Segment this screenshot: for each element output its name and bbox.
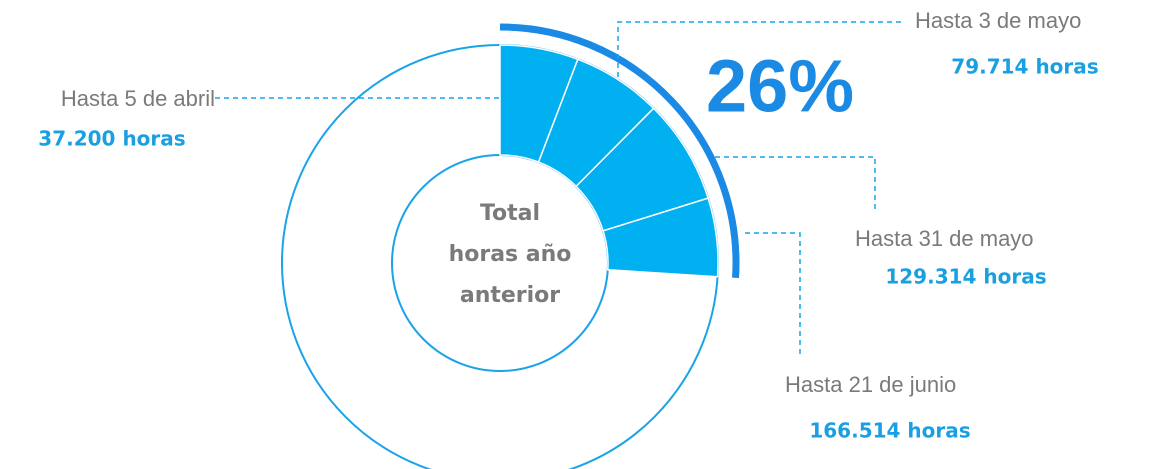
leader-line bbox=[617, 21, 905, 95]
center-label: horas año bbox=[449, 242, 572, 267]
category-label: Hasta 21 de junio bbox=[785, 372, 956, 397]
percent-arc bbox=[499, 23, 740, 279]
leader-line bbox=[715, 156, 876, 212]
center-label: Total bbox=[480, 201, 540, 226]
category-label: Hasta 3 de mayo bbox=[915, 8, 1081, 33]
value-label: 166.514 horas bbox=[809, 419, 970, 443]
category-label: Hasta 31 de mayo bbox=[855, 226, 1034, 251]
category-label: Hasta 5 de abril bbox=[61, 86, 215, 111]
center-label: anterior bbox=[460, 283, 560, 308]
wedge-group bbox=[281, 23, 740, 469]
percent-label: 26% bbox=[706, 45, 854, 128]
value-label: 129.314 horas bbox=[885, 265, 1046, 289]
value-label: 79.714 horas bbox=[951, 55, 1098, 79]
value-label: 37.200 horas bbox=[38, 127, 185, 151]
wedge bbox=[602, 197, 719, 278]
leader-line bbox=[745, 232, 801, 355]
